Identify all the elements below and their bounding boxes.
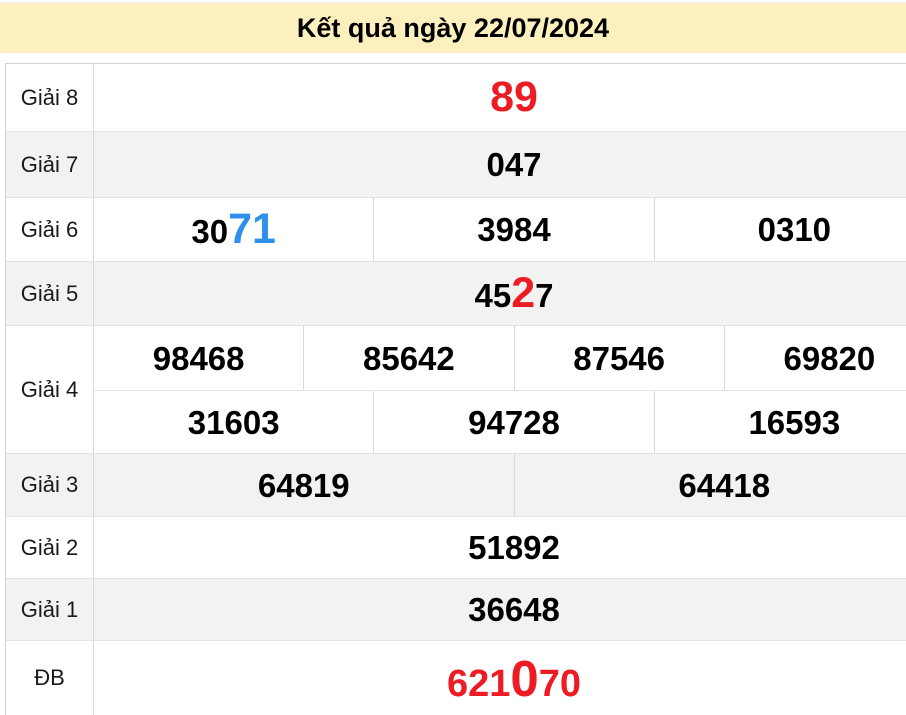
prize-row: Giải 1 36648 [6,578,906,640]
prize-label: Giải 4 [6,326,94,453]
prize-cell: 3984 [373,198,653,261]
digit-segment: 621 [447,663,510,705]
digit-segment: 64418 [678,467,770,504]
prize-number: 87546 [573,342,665,375]
prize-cell: 64418 [514,454,906,516]
prize-number: 69820 [783,342,875,375]
digit-segment: 0310 [758,211,831,248]
prize-line: 36648 [94,579,906,640]
prize-cell: 16593 [654,391,906,453]
prize-row: Giải 4 98468 85642 87546 69820 31603 94728 1659… [6,325,906,453]
prize-line: 3071 3984 0310 [94,198,906,261]
prize-cell: 69820 [724,326,906,390]
digit-segment: 2 [511,269,535,317]
prize-number: 36648 [468,593,560,626]
prize-cell: 51892 [94,517,906,578]
prize-row: Giải 6 3071 3984 0310 [6,197,906,261]
prize-number: 94728 [468,406,560,439]
prize-label: Giải 2 [6,517,94,578]
prize-cell: 36648 [94,579,906,640]
prize-number: 64819 [258,469,350,502]
prize-number: 047 [486,148,541,181]
digit-segment: 3984 [477,211,550,248]
prize-label: Giải 3 [6,454,94,516]
prize-number: 621070 [447,653,581,704]
prize-line: 98468 85642 87546 69820 [94,326,906,390]
digit-segment: 64819 [258,467,350,504]
prize-row: Giải 3 64819 64418 [6,453,906,516]
digit-segment: 31603 [188,404,280,441]
digit-segment: 45 [475,277,512,314]
prize-row: Giải 7 047 [6,131,906,197]
prize-line: 621070 [94,641,906,715]
prize-value-area: 621070 [94,641,906,715]
digit-segment: 70 [539,663,581,705]
prize-cell: 87546 [514,326,724,390]
digit-segment: 69820 [783,340,875,377]
prize-number: 4527 [475,272,554,315]
prize-number: 98468 [153,342,245,375]
digit-segment: 7 [535,277,553,314]
digit-segment: 89 [490,73,538,121]
digit-segment: 87546 [573,340,665,377]
prize-cell: 85642 [303,326,513,390]
prize-value-area: 64819 64418 [94,454,906,516]
prize-value-area: 047 [94,132,906,197]
prize-line: 4527 [94,262,906,325]
digit-segment: 85642 [363,340,455,377]
prize-cell: 047 [94,132,906,197]
prize-value-area: 4527 [94,262,906,325]
prize-number: 0310 [758,213,831,246]
prize-cell: 0310 [654,198,906,261]
prize-row: Giải 8 89 [6,64,906,131]
prize-cell: 31603 [94,391,373,453]
prize-line: 31603 94728 16593 [94,390,906,453]
prize-number: 51892 [468,531,560,564]
digit-segment: 94728 [468,404,560,441]
digit-segment: 30 [191,213,228,250]
digit-segment: 98468 [153,340,245,377]
prize-line: 89 [94,64,906,131]
digit-segment: 047 [486,146,541,183]
prize-cell: 94728 [373,391,653,453]
prize-row: Giải 5 4527 [6,261,906,325]
prize-label: Giải 1 [6,579,94,640]
prize-number: 89 [490,76,538,119]
prize-line: 51892 [94,517,906,578]
prize-label: ĐB [6,641,94,715]
prize-cell: 621070 [94,641,906,715]
prize-label: Giải 5 [6,262,94,325]
digit-segment: 16593 [748,404,840,441]
prize-cell: 64819 [94,454,514,516]
page-title-text: Kết quả ngày 22/07/2024 [297,13,609,44]
digit-segment: 71 [228,205,276,253]
prize-number: 3984 [477,213,550,246]
page-title: Kết quả ngày 22/07/2024 [0,2,906,53]
prize-value-area: 36648 [94,579,906,640]
prize-label: Giải 7 [6,132,94,197]
prize-value-area: 3071 3984 0310 [94,198,906,261]
prize-line: 047 [94,132,906,197]
prize-number: 85642 [363,342,455,375]
prize-value-area: 51892 [94,517,906,578]
prize-number: 16593 [748,406,840,439]
prize-value-area: 89 [94,64,906,131]
prize-number: 3071 [191,208,276,251]
prize-label: Giải 8 [6,64,94,131]
prize-number: 31603 [188,406,280,439]
prize-number: 64418 [678,469,770,502]
digit-segment: 0 [510,650,538,707]
prize-row: ĐB 621070 [6,640,906,715]
prize-cell: 4527 [94,262,906,325]
digit-segment: 51892 [468,529,560,566]
digit-segment: 36648 [468,591,560,628]
prize-label: Giải 6 [6,198,94,261]
prize-row: Giải 2 51892 [6,516,906,578]
prize-value-area: 98468 85642 87546 69820 31603 94728 16593 [94,326,906,453]
prize-line: 64819 64418 [94,454,906,516]
prize-cell: 89 [94,64,906,131]
prize-cell: 3071 [94,198,373,261]
prize-cell: 98468 [94,326,303,390]
